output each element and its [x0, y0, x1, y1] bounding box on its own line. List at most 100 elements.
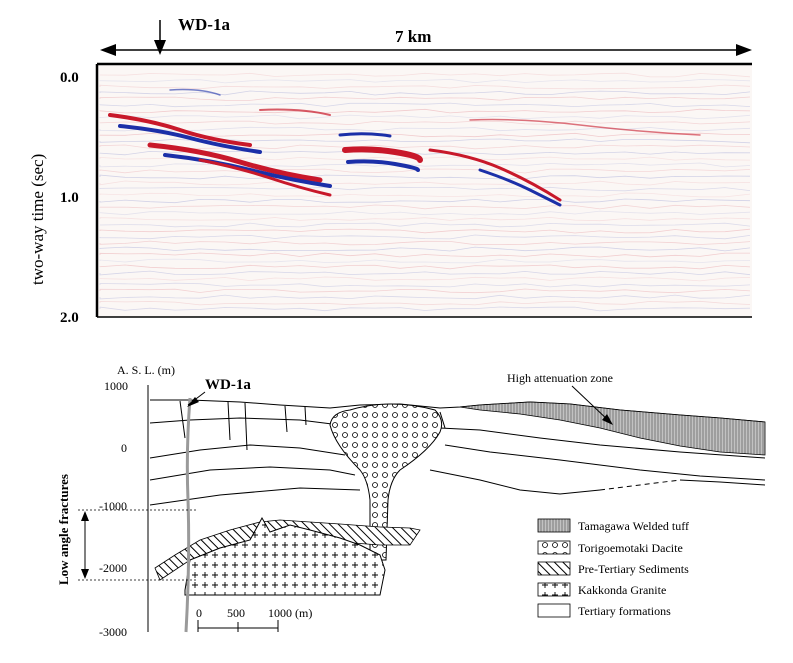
- scale-tick-0: 0: [196, 606, 202, 620]
- background-reflection-line: [99, 288, 751, 294]
- fault: [227, 401, 231, 441]
- background-reflection-line: [99, 108, 751, 114]
- reflector-red: [108, 113, 252, 147]
- fault: [304, 406, 307, 426]
- reflector-red: [147, 142, 323, 183]
- background-reflection-line: [99, 180, 751, 186]
- well-trajectory: [184, 397, 192, 633]
- background-reflection-line: [99, 192, 751, 198]
- background-reflection-line: [99, 186, 751, 192]
- reflector-blue: [169, 88, 221, 96]
- legend-label: Pre-Tertiary Sediments: [578, 562, 689, 576]
- time-axis-label: two-way time (sec): [28, 154, 47, 285]
- distance-label: 7 km: [395, 27, 431, 46]
- geologic-section: A. S. L. (m) 1000 0 -1000 -2000 -3000: [56, 363, 766, 639]
- scale-bar: [197, 620, 279, 632]
- background-reflection-line: [99, 252, 750, 258]
- background-reflection-line: [99, 228, 751, 234]
- well-location-arrow: [154, 20, 166, 55]
- background-reflection-line: [99, 102, 751, 108]
- legend-item-dacite: Torigoemotaki Dacite: [537, 540, 683, 555]
- legend-item-sediments: Pre-Tertiary Sediments: [537, 561, 689, 576]
- legend: Tamagawa Welded tuff Torigoemotaki Dacit…: [537, 518, 689, 618]
- depth-tick-1000: 1000: [104, 379, 128, 393]
- depth-axis-label: A. S. L. (m): [117, 363, 175, 377]
- background-reflection-line: [99, 114, 751, 120]
- reflector-red: [198, 158, 332, 197]
- background-reflection-line: [99, 138, 751, 144]
- fault-lines: [179, 400, 307, 451]
- layer-boundary: [149, 417, 341, 426]
- seismic-panel: [97, 64, 752, 317]
- legend-item-granite: Kakkonda Granite: [537, 582, 666, 597]
- background-reflection-line: [99, 240, 751, 246]
- layer-boundary-dashed: [599, 479, 681, 491]
- fractures-label: Low angle fractures: [56, 474, 71, 585]
- background-reflection-line: [99, 84, 751, 90]
- background-reflection-line: [99, 210, 751, 216]
- reflector-red: [259, 108, 331, 116]
- seismic-well-label: WD-1a: [178, 15, 230, 34]
- background-reflection-line: [99, 216, 751, 222]
- depth-tick-0: 0: [121, 441, 127, 455]
- layer-boundary: [429, 469, 601, 495]
- background-reflection-line: [99, 222, 751, 228]
- background-reflection-line: [99, 258, 751, 264]
- background-reflection-line: [99, 300, 751, 306]
- legend-label: Tamagawa Welded tuff: [578, 519, 689, 533]
- reflector-blue: [338, 132, 392, 138]
- reflector-blue: [346, 159, 420, 172]
- layer-boundary: [149, 487, 361, 506]
- background-reflection-line: [99, 90, 751, 96]
- background-reflection-line: [99, 168, 751, 174]
- layer-boundary: [439, 411, 446, 429]
- fracture-arrowhead-down: [81, 569, 89, 579]
- background-reflection-line: [99, 234, 751, 240]
- reflector-red: [342, 146, 423, 163]
- background-reflection-line: [99, 294, 751, 300]
- geologic-well-label: WD-1a: [205, 377, 251, 393]
- distance-arrow: [100, 44, 752, 56]
- background-reflection-line: [99, 276, 751, 282]
- reflector-blue: [118, 124, 262, 154]
- layer-boundary: [439, 427, 766, 459]
- legend-label: Torigoemotaki Dacite: [578, 541, 683, 555]
- background-reflection-line: [99, 120, 751, 126]
- background-reflection-line: [99, 246, 751, 252]
- legend-label: Kakkonda Granite: [578, 583, 666, 597]
- scale-tick-500: 500: [227, 606, 245, 620]
- scale-tick-1000: 1000 (m): [268, 606, 312, 620]
- reflector-blue: [478, 168, 562, 207]
- depth-tick-minus-3000: -3000: [99, 625, 127, 639]
- legend-label: Tertiary formations: [578, 604, 671, 618]
- strong-reflectors: [108, 88, 701, 207]
- fault: [179, 400, 186, 439]
- time-tick-0: 0.0: [60, 70, 79, 86]
- reflector-blue: [163, 153, 332, 188]
- tertiary-layer-lines: [149, 411, 766, 506]
- background-reflection-line: [99, 96, 751, 101]
- background-reflection-line: [99, 282, 751, 288]
- background-reflection-line: [99, 72, 751, 78]
- background-reflection-line: [99, 270, 751, 276]
- tamagawa-welded-tuff-body: [459, 401, 766, 456]
- attenuation-pointer: [571, 385, 611, 423]
- attenuation-zone-label: High attenuation zone: [507, 371, 613, 385]
- well-label-arrowhead: [187, 397, 199, 407]
- torigoemotaki-dacite-body: [329, 403, 443, 561]
- background-reflection-line: [99, 174, 751, 180]
- layer-boundary: [149, 466, 356, 481]
- layer-boundary: [444, 444, 766, 481]
- legend-item-tuff: Tamagawa Welded tuff: [537, 518, 689, 533]
- background-reflection-line: [99, 198, 751, 204]
- background-reflection-line: [99, 306, 751, 312]
- reflector-red: [428, 148, 562, 202]
- layer-boundary: [679, 479, 766, 486]
- background-reflection-line: [99, 204, 751, 210]
- fracture-arrowhead-up: [81, 511, 89, 521]
- background-reflection-line: [99, 162, 751, 168]
- depth-tick-minus-1000: -1000: [99, 499, 127, 513]
- time-tick-2: 2.0: [60, 310, 79, 326]
- background-reflection-line: [99, 264, 751, 270]
